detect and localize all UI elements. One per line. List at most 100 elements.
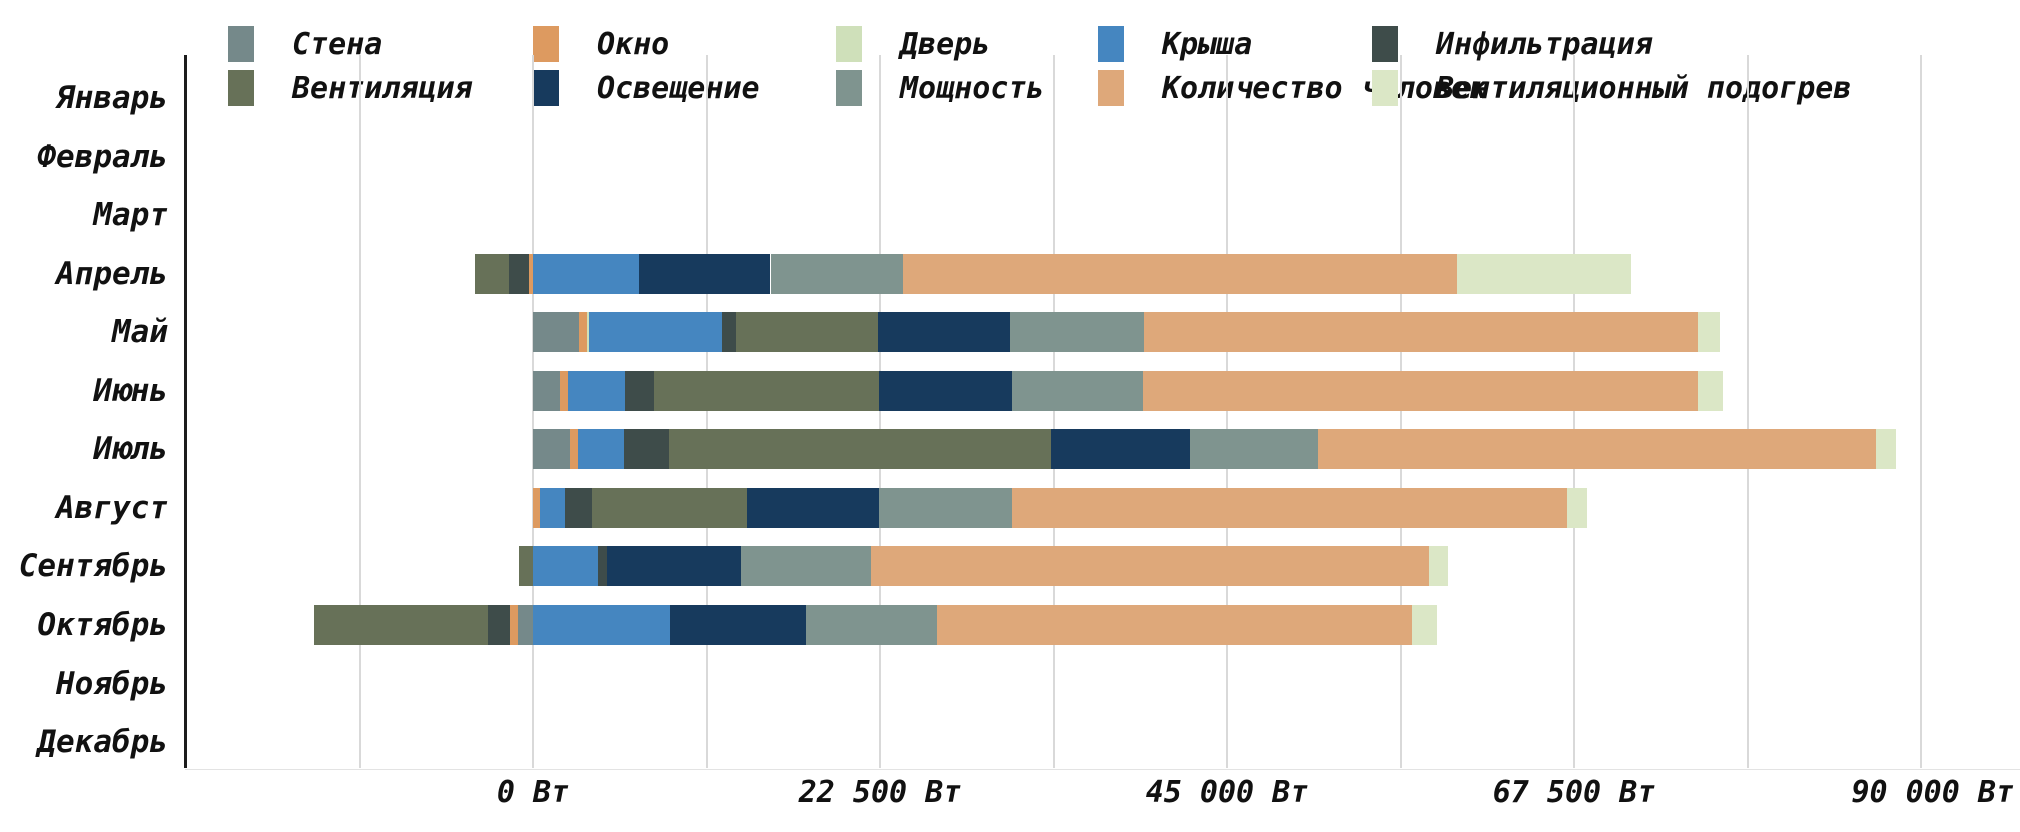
bar-segment-Окно[interactable] — [559, 370, 568, 411]
bar-segment-Количество человек[interactable] — [870, 546, 1430, 587]
bar-segment-Вентиляция[interactable] — [654, 370, 880, 411]
bar-segment-Количество человек[interactable] — [1144, 312, 1699, 353]
bar-segment-Освещение[interactable] — [746, 487, 880, 528]
bar-segment-Стена[interactable] — [533, 312, 580, 353]
bar-segment-Вентиляционный подогрев[interactable] — [1412, 604, 1437, 645]
legend-item-Количество человек[interactable]: Количество человек — [1098, 70, 1487, 106]
bar-segment-Крыша[interactable] — [533, 546, 598, 587]
gridline — [532, 55, 534, 768]
bar-segment-Количество человек[interactable] — [1011, 487, 1568, 528]
bar-segment-Вентиляционный подогрев[interactable] — [1429, 546, 1448, 587]
bar-segment-Крыша[interactable] — [533, 604, 671, 645]
bar-segment-Количество человек[interactable] — [937, 604, 1413, 645]
bar-segment-Инфильтрация[interactable] — [597, 546, 608, 587]
bar-segment-Мощность[interactable] — [879, 487, 1012, 528]
bar-segment-Стена[interactable] — [533, 429, 570, 470]
y-axis-line — [184, 55, 187, 768]
legend-swatch-icon — [836, 26, 862, 62]
bar-segment-Мощность[interactable] — [1011, 370, 1143, 411]
bar-segment-Инфильтрация[interactable] — [488, 604, 510, 645]
legend-label: Дверь — [900, 26, 991, 62]
bar-segment-Вентиляция[interactable] — [314, 604, 489, 645]
bar-segment-Инфильтрация[interactable] — [721, 312, 736, 353]
legend-label: Мощность — [900, 70, 1045, 106]
bar-segment-Освещение[interactable] — [879, 370, 1012, 411]
bar-segment-Вентиляция[interactable] — [592, 487, 747, 528]
bar-segment-Вентиляция[interactable] — [475, 253, 510, 294]
bar-segment-Инфильтрация[interactable] — [624, 370, 655, 411]
bar-segment-Вентиляционный подогрев[interactable] — [1698, 312, 1720, 353]
y-axis-label: Июль — [93, 431, 168, 468]
bar-segment-Мощность[interactable] — [741, 546, 871, 587]
bar-segment-Окно[interactable] — [570, 429, 578, 470]
bar-segment-Вентиляционный подогрев[interactable] — [1698, 370, 1723, 411]
y-axis-label: Октябрь — [37, 606, 168, 643]
y-axis-label: Январь — [56, 80, 168, 116]
y-axis-label: Сентябрь — [18, 548, 168, 585]
bar-segment-Мощность[interactable] — [1010, 312, 1145, 353]
legend-label: Освещение — [597, 70, 760, 106]
y-axis-label: Август — [56, 489, 168, 526]
bar-segment-Освещение[interactable] — [670, 604, 806, 645]
bar-segment-Стена[interactable] — [517, 604, 533, 645]
bar-segment-Мощность[interactable] — [1189, 429, 1318, 470]
bar-segment-Стена[interactable] — [533, 370, 560, 411]
bar-segment-Вентиляционный подогрев[interactable] — [1456, 253, 1632, 294]
bar-segment-Освещение[interactable] — [1051, 429, 1190, 470]
legend-item-Освещение[interactable]: Освещение — [533, 70, 760, 106]
bar-segment-Окно[interactable] — [529, 253, 533, 294]
bar-segment-Инфильтрация[interactable] — [509, 253, 530, 294]
legend-item-Мощность[interactable]: Мощность — [836, 70, 1045, 106]
bar-segment-Мощность[interactable] — [770, 253, 904, 294]
legend-swatch-icon — [228, 26, 254, 62]
legend-swatch-icon — [228, 70, 254, 106]
bar-segment-Крыша[interactable] — [539, 487, 565, 528]
bar-segment-Освещение[interactable] — [639, 253, 771, 294]
bar-segment-Вентиляционный подогрев[interactable] — [1876, 429, 1897, 470]
x-axis-label: 0 Вт — [496, 775, 570, 810]
legend-item-Инфильтрация[interactable]: Инфильтрация — [1372, 26, 1653, 62]
bar-segment-Крыша[interactable] — [589, 312, 722, 353]
legend-label: Инфильтрация — [1436, 26, 1653, 62]
bar-segment-Количество человек[interactable] — [903, 253, 1457, 294]
legend-item-Вентиляция[interactable]: Вентиляция — [228, 70, 473, 106]
bar-segment-Вентиляция[interactable] — [668, 429, 1052, 470]
legend-item-Окно[interactable]: Окно — [533, 26, 669, 62]
bar-segment-Крыша[interactable] — [577, 429, 624, 470]
y-axis-label: Февраль — [37, 138, 168, 175]
x-axis-label: 67 500 Вт — [1492, 775, 1656, 810]
bar-segment-Крыша[interactable] — [567, 370, 625, 411]
gridline — [1399, 55, 1402, 768]
bar-segment-Количество человек[interactable] — [1317, 429, 1877, 470]
bar-segment-Окно[interactable] — [509, 604, 518, 645]
legend-item-Стена[interactable]: Стена — [228, 26, 382, 62]
bar-segment-Вентиляция[interactable] — [735, 312, 878, 353]
bar-segment-Окно[interactable] — [533, 487, 540, 528]
legend-item-Крыша[interactable]: Крыша — [1098, 26, 1252, 62]
bar-segment-Крыша[interactable] — [533, 253, 640, 294]
y-axis-label: Июнь — [93, 372, 168, 409]
bar-segment-Количество человек[interactable] — [1142, 370, 1699, 411]
bar-segment-Окно[interactable] — [579, 312, 587, 353]
bar-segment-Вентиляция[interactable] — [519, 546, 533, 587]
bar-segment-Освещение[interactable] — [607, 546, 742, 587]
bar-segment-Дверь[interactable] — [586, 312, 590, 353]
legend-swatch-icon — [836, 70, 862, 106]
bar-segment-Вентиляционный подогрев[interactable] — [1567, 487, 1588, 528]
gridline — [358, 55, 361, 768]
legend-swatch-icon — [1098, 70, 1124, 106]
bar-segment-Инфильтрация[interactable] — [564, 487, 593, 528]
bar-segment-Инфильтрация[interactable] — [623, 429, 669, 470]
y-axis-label: Май — [112, 314, 168, 351]
legend-label: Вентиляция — [292, 70, 473, 106]
bar-segment-Освещение[interactable] — [877, 312, 1011, 353]
legend-item-Вентиляционный подогрев[interactable]: Вентиляционный подогрев — [1372, 70, 1851, 106]
gridline — [1920, 55, 1922, 768]
legend-label: Стена — [292, 26, 383, 62]
gridline — [1052, 55, 1055, 768]
y-axis-label: Март — [93, 197, 168, 234]
legend-item-Дверь[interactable]: Дверь — [836, 26, 990, 62]
gridline — [879, 55, 881, 768]
bar-segment-Мощность[interactable] — [805, 604, 938, 645]
